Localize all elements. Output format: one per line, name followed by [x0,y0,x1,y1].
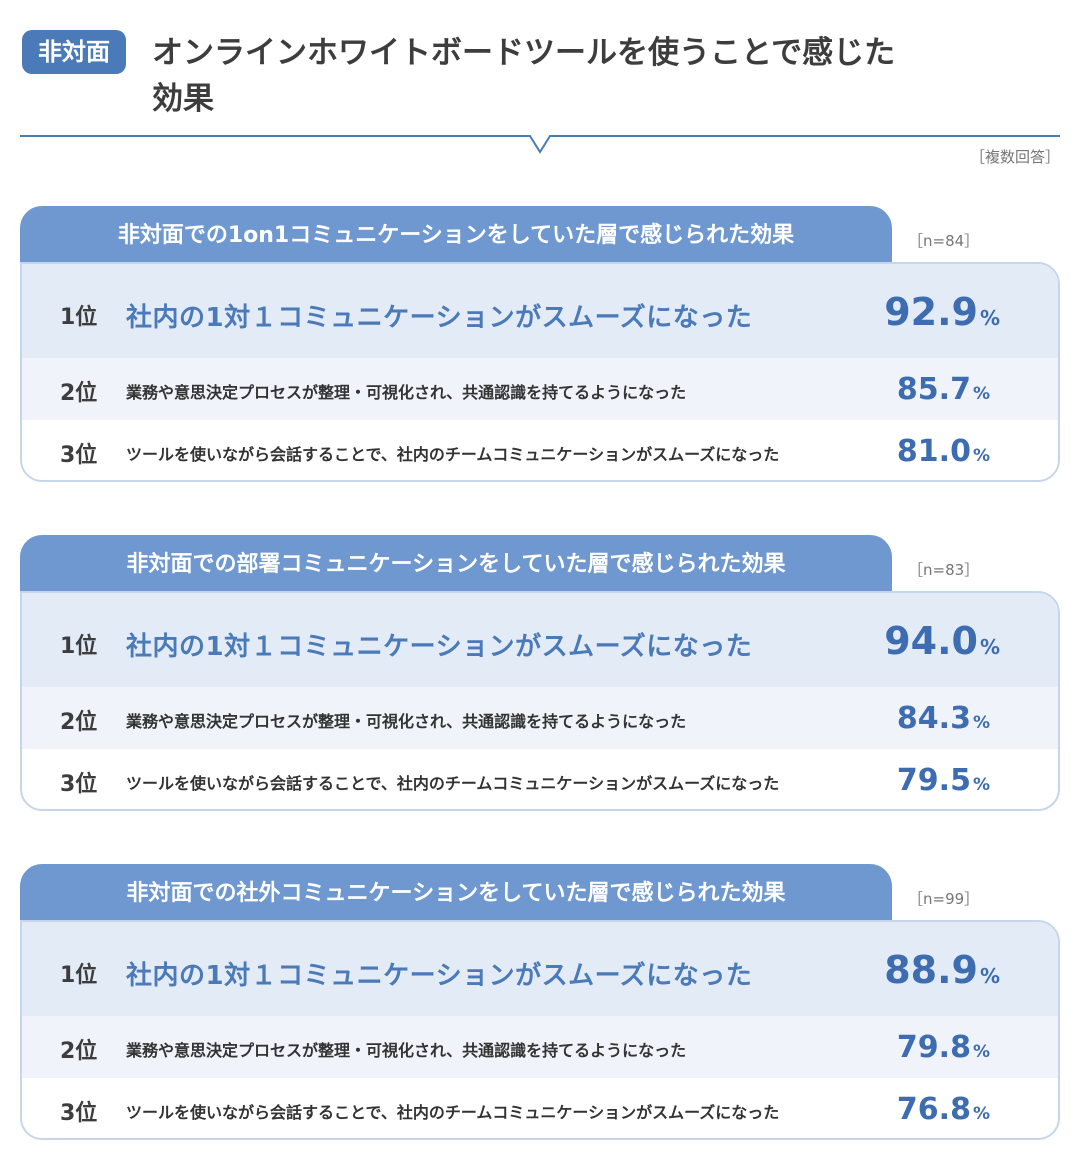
percentage: 85.7% [896,372,990,407]
answer-type-note: ［複数回答］ [969,148,1060,166]
sample-size: ［n=83］ [908,561,980,579]
percentage: 79.5% [896,763,990,798]
ranking-row-3: 3位 ツールを使いながら会話することで、社内のチームコミュニケーションがスムーズ… [22,420,1058,480]
section-heading: 非対面での部署コミュニケーションをしていた層で感じられた効果 [20,535,892,593]
percentage: 92.9% [884,290,1000,334]
percentage: 94.0% [884,619,1000,663]
percentage: 88.9% [884,948,1000,992]
rank-label: 3位 [60,1101,98,1126]
effect-label: 業務や意思決定プロセスが整理・可視化され、共通認識を持てるようになった [126,712,687,731]
rank-label: 1位 [60,634,98,659]
effect-label: ツールを使いながら会話することで、社内のチームコミュニケーションがスムーズになっ… [126,445,780,464]
effect-label: 社内の1対１コミュニケーションがスムーズになった [126,303,753,333]
category-badge: 非対面 [22,30,126,74]
ranking-row-2: 2位 業務や意思決定プロセスが整理・可視化され、共通認識を持てるようになった 8… [22,358,1058,420]
ranking-box: 1位 社内の1対１コミュニケーションがスムーズになった 88.9% 2位 業務や… [20,920,1060,1140]
section-heading: 非対面での1on1コミュニケーションをしていた層で感じられた効果 [20,206,892,264]
ranking-row-3: 3位 ツールを使いながら会話することで、社内のチームコミュニケーションがスムーズ… [22,1078,1058,1138]
effect-label: 社内の1対１コミュニケーションがスムーズになった [126,961,753,991]
rank-label: 2位 [60,710,98,735]
ranking-row-2: 2位 業務や意思決定プロセスが整理・可視化され、共通認識を持てるようになった 8… [22,687,1058,749]
ranking-row-1: 1位 社内の1対１コミュニケーションがスムーズになった 94.0% [22,593,1058,687]
title-divider [20,135,1060,154]
section-external: 非対面での社外コミュニケーションをしていた層で感じられた効果 ［n=99］ 1位… [20,864,1060,1142]
percentage: 76.8% [896,1092,990,1127]
ranking-row-2: 2位 業務や意思決定プロセスが整理・可視化され、共通認識を持てるようになった 7… [22,1016,1058,1078]
rank-label: 3位 [60,443,98,468]
effect-label: ツールを使いながら会話することで、社内のチームコミュニケーションがスムーズになっ… [126,774,780,793]
rank-label: 1位 [60,963,98,988]
section-heading: 非対面での社外コミュニケーションをしていた層で感じられた効果 [20,864,892,922]
page-header: 非対面 オンラインホワイトボードツールを使うことで感じた効果 ［複数回答］ [0,0,1080,166]
effect-label: 業務や意思決定プロセスが整理・可視化され、共通認識を持てるようになった [126,1041,687,1060]
rank-label: 2位 [60,381,98,406]
ranking-row-3: 3位 ツールを使いながら会話することで、社内のチームコミュニケーションがスムーズ… [22,749,1058,809]
effect-label: 社内の1対１コミュニケーションがスムーズになった [126,632,753,662]
percentage: 79.8% [896,1030,990,1065]
section-department: 非対面での部署コミュニケーションをしていた層で感じられた効果 ［n=83］ 1位… [20,535,1060,813]
rank-label: 3位 [60,772,98,797]
ranking-row-1: 1位 社内の1対１コミュニケーションがスムーズになった 88.9% [22,922,1058,1016]
percentage: 81.0% [896,434,990,469]
effect-label: ツールを使いながら会話することで、社内のチームコミュニケーションがスムーズになっ… [126,1103,780,1122]
ranking-row-1: 1位 社内の1対１コミュニケーションがスムーズになった 92.9% [22,264,1058,358]
percentage: 84.3% [896,701,990,736]
rank-label: 2位 [60,1039,98,1064]
rank-label: 1位 [60,305,98,330]
ranking-box: 1位 社内の1対１コミュニケーションがスムーズになった 92.9% 2位 業務や… [20,262,1060,482]
sample-size: ［n=99］ [908,890,980,908]
effect-label: 業務や意思決定プロセスが整理・可視化され、共通認識を持てるようになった [126,383,687,402]
page-title: オンラインホワイトボードツールを使うことで感じた効果 [152,35,896,117]
section-1on1: 非対面での1on1コミュニケーションをしていた層で感じられた効果 ［n=84］ … [20,206,1060,484]
ranking-box: 1位 社内の1対１コミュニケーションがスムーズになった 94.0% 2位 業務や… [20,591,1060,811]
sample-size: ［n=84］ [908,232,980,250]
